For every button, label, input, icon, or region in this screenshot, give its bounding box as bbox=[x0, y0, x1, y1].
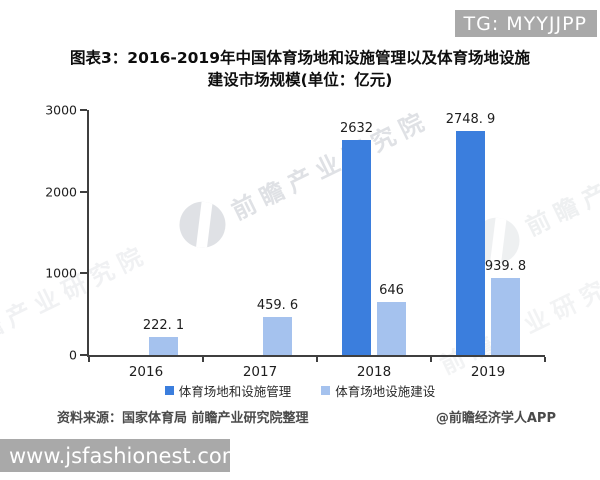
legend-label-construction: 体育场地设施建设 bbox=[335, 384, 436, 399]
bar-2017: 459. 6 bbox=[257, 298, 298, 355]
bar-group-2018: 2632 646 2018 bbox=[317, 110, 431, 380]
bar-2016: 222. 1 bbox=[143, 318, 184, 355]
legend-swatch-management bbox=[164, 386, 174, 395]
bar-2019: 2748. 9 bbox=[446, 112, 495, 355]
bar-2018: 646 bbox=[377, 283, 406, 355]
y-axis-tick bbox=[80, 354, 87, 356]
chart-title-line1: 图表3：2016-2019年中国体育场地和设施管理以及体育场地设施 bbox=[70, 49, 530, 67]
plot-area: 222. 1 2016 459. 6 2017 2632 646 2018 2748. 9 93… bbox=[45, 103, 546, 380]
y-axis-tick-label: 1000 bbox=[45, 265, 77, 281]
chart-legend: 体育场地和设施管理 体育场地设施建设 bbox=[0, 381, 600, 400]
source-note: 资料来源：国家体育局 前瞻产业研究院整理 bbox=[57, 411, 309, 426]
bar-group-2019: 2748. 9 939. 8 2019 bbox=[431, 110, 545, 380]
telegram-badge: TG: MYYJJPP bbox=[454, 10, 597, 37]
y-axis-tick bbox=[80, 109, 87, 111]
chart-title: 图表3：2016-2019年中国体育场地和设施管理以及体育场地设施 建设市场规模… bbox=[20, 48, 580, 91]
x-axis-tick bbox=[544, 357, 546, 362]
bar-value-label: 2748. 9 bbox=[445, 111, 496, 127]
x-axis-category-label: 2016 bbox=[128, 364, 164, 380]
legend-swatch-construction bbox=[321, 386, 331, 395]
bar-value-label: 2632 bbox=[339, 121, 374, 137]
x-axis-tick bbox=[88, 357, 90, 362]
bar-2019: 939. 8 bbox=[485, 259, 526, 355]
x-axis-category-label: 2017 bbox=[242, 364, 278, 380]
x-axis-category-label: 2019 bbox=[470, 364, 506, 380]
y-axis-tick-label: 2000 bbox=[45, 184, 77, 200]
credit-note: @前瞻经济学人APP bbox=[435, 411, 556, 426]
bar-value-label: 459. 6 bbox=[256, 298, 299, 314]
bar-2018: 2632 bbox=[340, 121, 373, 355]
y-axis-tick bbox=[80, 190, 87, 193]
website-watermark: www.jsfashionest.com bbox=[0, 439, 242, 472]
legend-item-management: 体育场地和设施管理 bbox=[164, 381, 292, 400]
x-axis-tick bbox=[202, 357, 204, 362]
bar-groups: 222. 1 2016 459. 6 2017 2632 646 2018 2748. 9 93… bbox=[89, 110, 545, 380]
y-axis-tick-label: 3000 bbox=[45, 102, 77, 118]
x-axis-category-label: 2018 bbox=[356, 364, 392, 380]
y-axis-tick-label: 0 bbox=[69, 347, 77, 363]
bar-value-label: 646 bbox=[379, 283, 404, 299]
legend-label-management: 体育场地和设施管理 bbox=[178, 384, 292, 399]
bar-group-2016: 222. 1 2016 bbox=[89, 110, 203, 380]
legend-item-construction: 体育场地设施建设 bbox=[321, 381, 435, 400]
chart-title-line2: 建设市场规模(单位：亿元) bbox=[207, 70, 393, 89]
bar-value-label: 222. 1 bbox=[142, 317, 185, 333]
bar-group-2017: 459. 6 2017 bbox=[203, 110, 317, 380]
footer: 资料来源：国家体育局 前瞻产业研究院整理 @前瞻经济学人APP bbox=[0, 407, 600, 426]
x-axis-tick bbox=[430, 357, 432, 362]
y-axis-tick bbox=[80, 272, 87, 275]
bar-value-label: 939. 8 bbox=[484, 259, 527, 275]
x-axis-tick bbox=[316, 357, 318, 362]
